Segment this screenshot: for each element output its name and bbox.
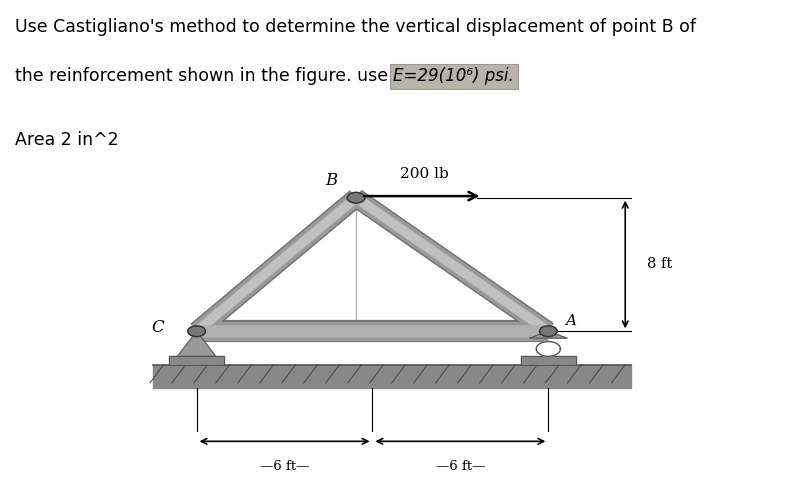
Text: B: B xyxy=(325,172,338,189)
Text: 200 lb: 200 lb xyxy=(400,167,448,181)
Text: —6 ft—: —6 ft— xyxy=(260,460,309,473)
Circle shape xyxy=(347,192,364,203)
Polygon shape xyxy=(178,331,216,356)
Text: —6 ft—: —6 ft— xyxy=(436,460,485,473)
Circle shape xyxy=(188,326,205,337)
Text: the reinforcement shown in the figure. use: the reinforcement shown in the figure. u… xyxy=(15,67,388,85)
Polygon shape xyxy=(529,331,567,338)
Polygon shape xyxy=(537,342,561,356)
Text: 8 ft: 8 ft xyxy=(647,257,672,271)
Text: Area 2 in^2: Area 2 in^2 xyxy=(15,131,118,149)
Text: C: C xyxy=(151,319,164,336)
Text: E=29(10⁶) psi.: E=29(10⁶) psi. xyxy=(393,67,514,85)
Circle shape xyxy=(540,326,557,337)
Text: A: A xyxy=(565,314,576,328)
Text: Use Castigliano's method to determine the vertical displacement of point B of: Use Castigliano's method to determine th… xyxy=(15,18,696,36)
